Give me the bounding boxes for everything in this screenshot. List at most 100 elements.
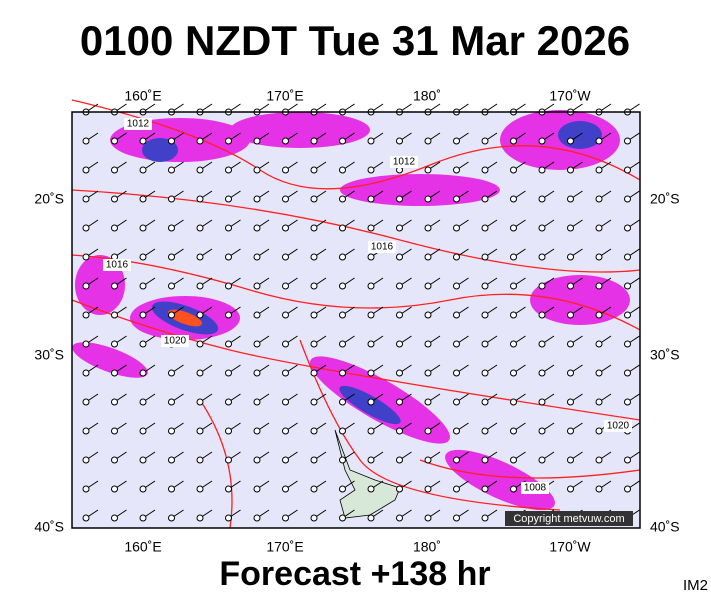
- station: [139, 282, 147, 290]
- station: [595, 224, 603, 232]
- station: [567, 253, 574, 261]
- station: [481, 137, 489, 145]
- station: [225, 340, 232, 348]
- station: [396, 485, 403, 493]
- station: [310, 456, 318, 464]
- station: [453, 195, 460, 203]
- station: [367, 427, 375, 435]
- station: [339, 514, 346, 522]
- station: [82, 456, 90, 464]
- station: [225, 282, 232, 290]
- station: [367, 253, 375, 261]
- station: [367, 340, 375, 348]
- station: [82, 311, 90, 319]
- station: [367, 282, 375, 290]
- station: [538, 456, 546, 464]
- station: [253, 195, 261, 203]
- station: [225, 166, 232, 174]
- station: [538, 253, 546, 261]
- station: [624, 166, 631, 174]
- station: [538, 166, 546, 174]
- station: [396, 427, 403, 435]
- station: [253, 369, 261, 377]
- station: [481, 427, 489, 435]
- station: [396, 311, 403, 319]
- station: [339, 427, 346, 435]
- station: [282, 514, 289, 522]
- station: [196, 311, 204, 319]
- isobars: [71, 99, 641, 529]
- station: [481, 369, 489, 377]
- station: [225, 195, 232, 203]
- station: [168, 137, 175, 145]
- station: [82, 166, 90, 174]
- lon-label: 170˚W: [549, 539, 591, 555]
- station: [481, 485, 489, 493]
- station: [139, 340, 147, 348]
- station: [339, 195, 346, 203]
- station: [567, 224, 574, 232]
- station: [139, 398, 147, 406]
- station: [253, 311, 261, 319]
- station: [424, 427, 432, 435]
- station: [196, 398, 204, 406]
- station: [82, 340, 90, 348]
- isobar-label: 1016: [106, 260, 129, 271]
- station: [453, 456, 460, 464]
- station: [567, 166, 574, 174]
- station: [339, 456, 346, 464]
- station: [282, 427, 289, 435]
- station: [339, 485, 346, 493]
- station: [168, 514, 175, 522]
- station: [453, 224, 460, 232]
- station: [453, 514, 460, 522]
- station: [196, 253, 204, 261]
- lat-label: 20˚S: [650, 191, 680, 207]
- station: [139, 514, 147, 522]
- station: [424, 166, 432, 174]
- station: [595, 195, 603, 203]
- station: [481, 311, 489, 319]
- station: [168, 427, 175, 435]
- station: [595, 456, 603, 464]
- station: [282, 253, 289, 261]
- station: [481, 340, 489, 348]
- station: [567, 340, 574, 348]
- station: [538, 340, 546, 348]
- station: [595, 485, 603, 493]
- lat-label: 30˚S: [34, 347, 64, 363]
- station: [168, 485, 175, 493]
- station: [538, 311, 546, 319]
- station: [253, 137, 261, 145]
- station: [82, 224, 90, 232]
- station: [567, 456, 574, 464]
- lon-label: 160˚E: [124, 539, 161, 555]
- station: [225, 137, 232, 145]
- station: [111, 311, 118, 319]
- station: [139, 166, 147, 174]
- station: [367, 485, 375, 493]
- isobar-label: 1020: [164, 336, 187, 347]
- station: [510, 427, 517, 435]
- station: [253, 340, 261, 348]
- station: [168, 224, 175, 232]
- station: [225, 427, 232, 435]
- station: [481, 253, 489, 261]
- station: [595, 253, 603, 261]
- station: [339, 253, 346, 261]
- isobar-label: 1008: [524, 483, 547, 494]
- station: [453, 137, 460, 145]
- station: [282, 398, 289, 406]
- station: [253, 282, 261, 290]
- station: [111, 137, 118, 145]
- station: [624, 369, 631, 377]
- station: [396, 224, 403, 232]
- station: [339, 311, 346, 319]
- station: [196, 282, 204, 290]
- station: [510, 369, 517, 377]
- station: [168, 253, 175, 261]
- station: [424, 311, 432, 319]
- station: [339, 224, 346, 232]
- station: [567, 398, 574, 406]
- station: [339, 398, 346, 406]
